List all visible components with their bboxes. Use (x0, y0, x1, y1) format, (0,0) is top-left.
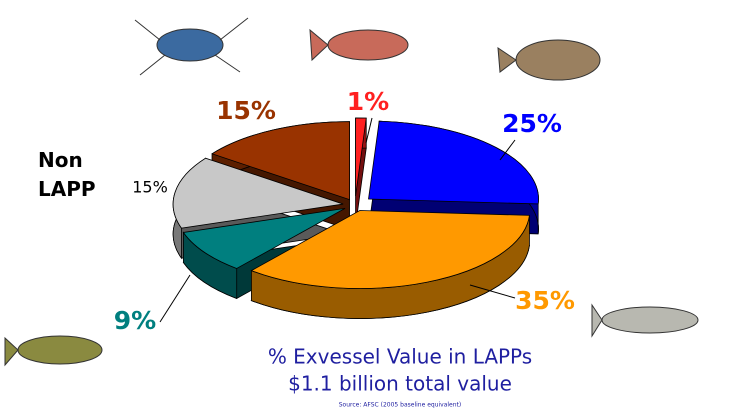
cod-icon (592, 305, 698, 336)
pie (173, 118, 538, 319)
rockfish-icon (5, 336, 102, 365)
chart-title: % Exvessel Value in LAPPs (268, 345, 532, 369)
page: % Exvessel Value in LAPPs $1.1 billion t… (0, 0, 733, 412)
value-label: 1% (347, 87, 389, 116)
value-label: 9% (114, 306, 156, 335)
leader-line (160, 275, 190, 322)
value-label: 15% (216, 96, 276, 125)
chart: % Exvessel Value in LAPPs $1.1 billion t… (0, 0, 733, 412)
flatfish-icon (498, 40, 600, 80)
value-label: 25% (502, 109, 562, 138)
source-note: Source: AFSC (2005 baseline equivalent) (339, 402, 462, 409)
chart-subtitle: $1.1 billion total value (288, 372, 512, 396)
value-label: 15% (132, 178, 168, 197)
fish-icon (310, 30, 408, 60)
group-label: Non LAPP (38, 146, 98, 204)
leader-line (366, 118, 372, 143)
value-label: 35% (515, 286, 575, 315)
crab-icon (135, 18, 248, 75)
